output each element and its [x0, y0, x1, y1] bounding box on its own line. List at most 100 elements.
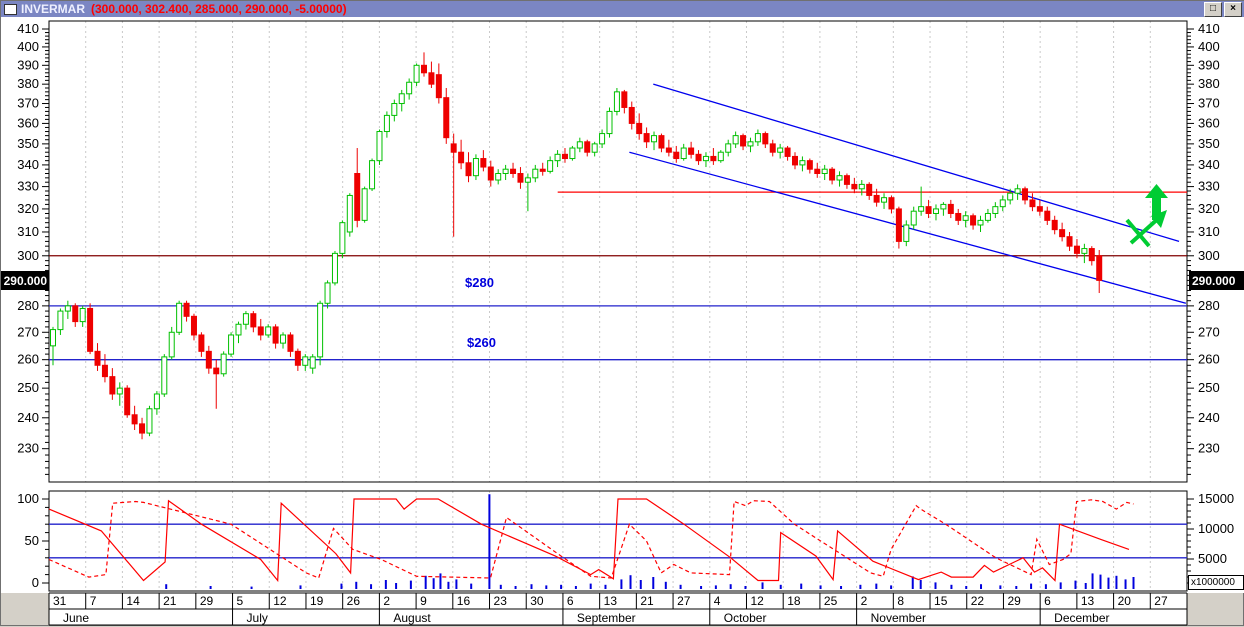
- svg-text:240: 240: [1198, 410, 1220, 425]
- svg-text:250: 250: [17, 380, 39, 395]
- svg-text:310: 310: [1198, 224, 1220, 239]
- svg-text:22: 22: [971, 594, 985, 608]
- svg-text:380: 380: [17, 76, 39, 91]
- volume-bars: [165, 494, 1135, 589]
- svg-text:230: 230: [1198, 441, 1220, 456]
- svg-text:360: 360: [17, 115, 39, 130]
- svg-text:0: 0: [32, 575, 39, 590]
- price-axis: 410 410 400 400 390 390 380 380 370 370 360 360 350 3…: [17, 21, 1220, 475]
- window-title: INVERMAR: [21, 2, 86, 16]
- svg-text:260: 260: [1198, 352, 1220, 367]
- svg-text:100: 100: [17, 491, 39, 506]
- svg-text:21: 21: [163, 594, 177, 608]
- svg-text:390: 390: [17, 57, 39, 72]
- svg-text:320: 320: [17, 201, 39, 216]
- svg-text:270: 270: [1198, 324, 1220, 339]
- svg-text:15000: 15000: [1198, 491, 1234, 506]
- svg-text:330: 330: [1198, 179, 1220, 194]
- svg-text:20: 20: [1118, 594, 1132, 608]
- drawn-arrows: [1125, 184, 1168, 248]
- svg-text:27: 27: [677, 594, 691, 608]
- svg-text:280: 280: [1198, 298, 1220, 313]
- volume-unit-label: x1000000: [1188, 575, 1244, 590]
- last-price-flag-left: 290.000: [1, 271, 49, 290]
- svg-text:250: 250: [1198, 380, 1220, 395]
- svg-text:2: 2: [383, 594, 390, 608]
- svg-text:360: 360: [1198, 115, 1220, 130]
- svg-text:25: 25: [824, 594, 838, 608]
- up-arrow-icon: [1145, 184, 1168, 220]
- svg-text:13: 13: [1081, 594, 1095, 608]
- svg-text:29: 29: [1007, 594, 1021, 608]
- svg-text:27: 27: [1154, 594, 1168, 608]
- svg-text:8: 8: [897, 594, 904, 608]
- svg-text:260: 260: [17, 352, 39, 367]
- svg-text:240: 240: [17, 410, 39, 425]
- maximize-button[interactable]: □: [1204, 1, 1222, 17]
- svg-text:10000: 10000: [1198, 521, 1234, 536]
- svg-text:18: 18: [787, 594, 801, 608]
- titlebar[interactable]: INVERMAR (300.000, 302.400, 285.000, 290…: [1, 1, 1244, 17]
- weekly-gridlines: [85, 21, 1151, 591]
- svg-text:230: 230: [17, 441, 39, 456]
- svg-text:410: 410: [17, 21, 39, 36]
- svg-text:370: 370: [17, 96, 39, 111]
- svg-text:August: August: [393, 611, 431, 625]
- svg-text:400: 400: [1198, 39, 1220, 54]
- svg-text:370: 370: [1198, 96, 1220, 111]
- svg-text:14: 14: [126, 594, 140, 608]
- price-note-280: $280: [465, 275, 494, 290]
- svg-text:26: 26: [347, 594, 361, 608]
- svg-text:12: 12: [273, 594, 287, 608]
- candles-layer: [50, 52, 1103, 440]
- svg-text:6: 6: [567, 594, 574, 608]
- diagonal-arrow-icon: [1125, 210, 1167, 248]
- svg-text:30: 30: [530, 594, 544, 608]
- svg-text:4: 4: [714, 594, 721, 608]
- svg-text:23: 23: [494, 594, 508, 608]
- svg-text:12: 12: [750, 594, 764, 608]
- svg-text:400: 400: [17, 39, 39, 54]
- svg-text:9: 9: [420, 594, 427, 608]
- svg-text:350: 350: [17, 136, 39, 151]
- price-plot-border: [48, 20, 1188, 483]
- svg-text:280: 280: [17, 298, 39, 313]
- svg-text:June: June: [63, 611, 89, 625]
- svg-text:13: 13: [604, 594, 618, 608]
- svg-text:300: 300: [1198, 248, 1220, 263]
- close-button[interactable]: ×: [1224, 1, 1242, 17]
- svg-text:31: 31: [53, 594, 67, 608]
- svg-text:September: September: [577, 611, 636, 625]
- svg-text:29: 29: [200, 594, 214, 608]
- svg-text:270: 270: [17, 324, 39, 339]
- svg-text:350: 350: [1198, 136, 1220, 151]
- svg-text:21: 21: [640, 594, 654, 608]
- svg-text:50: 50: [25, 533, 39, 548]
- svg-text:2: 2: [861, 594, 868, 608]
- svg-text:December: December: [1054, 611, 1109, 625]
- svg-text:340: 340: [1198, 157, 1220, 172]
- support-resistance-lines: [49, 191, 1187, 361]
- price-note-260: $260: [467, 335, 496, 350]
- svg-text:410: 410: [1198, 21, 1220, 36]
- svg-text:November: November: [871, 611, 926, 625]
- svg-text:390: 390: [1198, 57, 1220, 72]
- oscillator-axis: 100 50 0 15000 10000 5000: [17, 491, 1234, 590]
- svg-text:310: 310: [17, 224, 39, 239]
- svg-text:16: 16: [457, 594, 471, 608]
- svg-text:7: 7: [90, 594, 97, 608]
- svg-text:6: 6: [1044, 594, 1051, 608]
- svg-text:340: 340: [17, 157, 39, 172]
- last-price-flag-right: 290.000: [1189, 271, 1244, 290]
- svg-text:330: 330: [17, 179, 39, 194]
- stochastic-solid: [48, 498, 1130, 583]
- stochastic-dashed: [48, 499, 1134, 579]
- svg-text:October: October: [724, 611, 767, 625]
- oscillator-layer: [48, 494, 1187, 589]
- svg-text:15: 15: [934, 594, 948, 608]
- svg-text:300: 300: [17, 248, 39, 263]
- svg-text:5000: 5000: [1198, 551, 1227, 566]
